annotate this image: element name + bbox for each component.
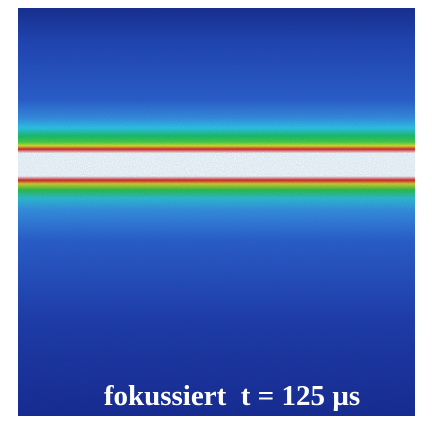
figure: fokussiert t = 125 µs: [0, 0, 432, 429]
image-noise: [18, 8, 415, 416]
caption: fokussiert t = 125 µs: [104, 380, 360, 412]
